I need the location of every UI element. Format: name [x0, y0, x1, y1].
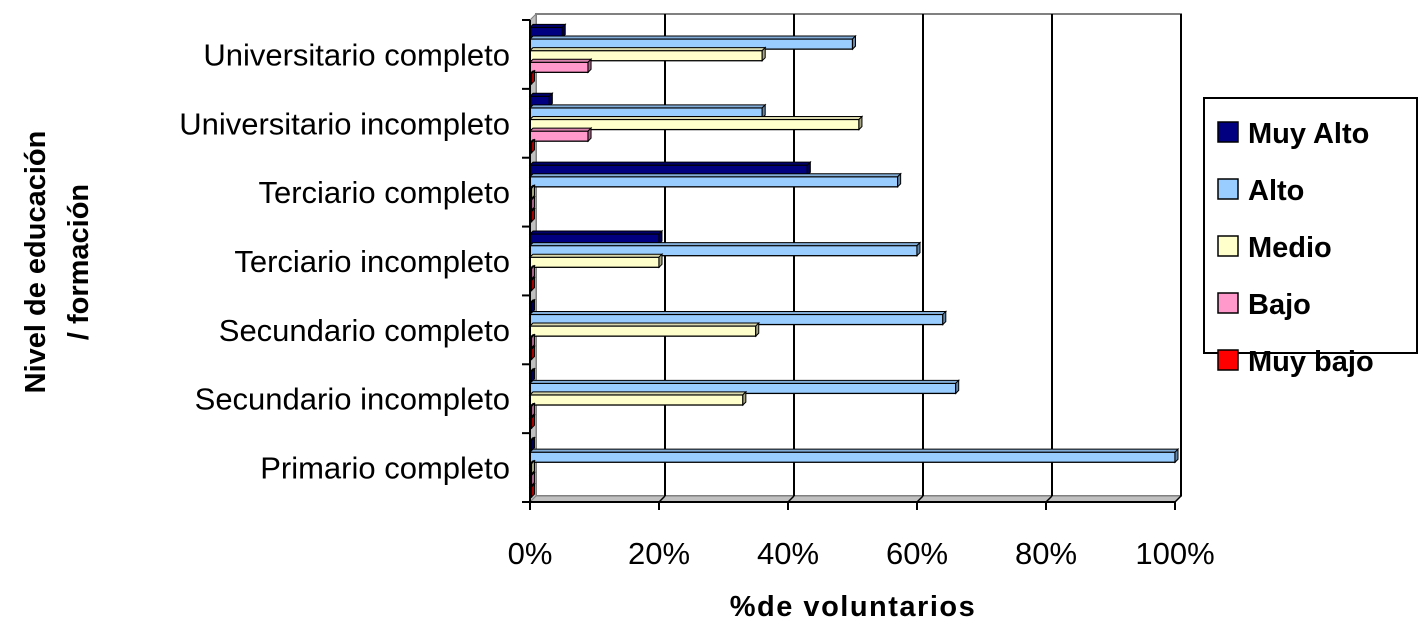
x-axis-title: %de voluntarios [730, 591, 977, 623]
bar-top [528, 242, 922, 247]
bar-side [531, 138, 535, 154]
bar-side [955, 379, 960, 395]
category-label: Primario completo [260, 451, 510, 486]
bar-top [528, 379, 960, 384]
bar-side [897, 172, 902, 189]
legend-swatch [1217, 121, 1239, 143]
bar-side [531, 482, 535, 499]
bar-side [531, 333, 535, 349]
bar-top [528, 58, 593, 63]
bar-top [528, 161, 812, 166]
bar [529, 61, 589, 73]
bar-side [531, 345, 535, 361]
bar-side [742, 390, 747, 407]
bar [529, 130, 589, 142]
x-tick-label: 40% [757, 536, 819, 571]
bar-side [531, 264, 535, 281]
bar-side [531, 459, 535, 476]
y-axis-title: / formación [63, 184, 95, 340]
bar-top [528, 448, 1180, 453]
bar-top [528, 104, 767, 109]
bar-side [548, 92, 553, 108]
bar-top [528, 47, 767, 52]
legend-swatch [1217, 178, 1239, 200]
legend-label: Muy Alto [1248, 118, 1369, 150]
x-tick-label: 100% [1135, 536, 1214, 571]
x-tick-label: 20% [628, 536, 690, 571]
bar-side [531, 276, 535, 292]
bar-side [531, 298, 535, 315]
bar-side [942, 310, 947, 326]
bar-side [561, 23, 566, 39]
bar-side [531, 402, 535, 418]
bar-side [761, 103, 766, 120]
bar-top [528, 310, 948, 315]
bar-top [528, 173, 902, 178]
bar-side [858, 115, 863, 131]
x-tick-label: 0% [508, 536, 553, 571]
category-label: Secundario completo [219, 313, 510, 348]
bar-top [528, 127, 593, 132]
bar-side [1174, 447, 1179, 464]
legend-box [1203, 97, 1418, 354]
bar-side [587, 58, 592, 74]
bar-side [531, 195, 535, 212]
bar-top [528, 35, 857, 40]
bar-top [528, 92, 554, 97]
bar-side [531, 184, 535, 200]
bar-side [531, 207, 535, 223]
legend-label: Bajo [1248, 289, 1311, 321]
bar [529, 451, 1176, 463]
legend-swatch [1217, 349, 1239, 371]
bar-top [528, 23, 567, 28]
bar-top [528, 322, 760, 327]
bar-side [806, 160, 811, 177]
legend-label: Alto [1248, 175, 1304, 207]
bar-side [761, 46, 766, 62]
legend-label: Muy bajo [1248, 346, 1374, 378]
bar-side [531, 69, 535, 86]
bar [529, 325, 757, 337]
bar-top [528, 115, 864, 120]
bar [529, 256, 660, 268]
x-tick-label: 60% [886, 536, 948, 571]
legend-label: Medio [1248, 232, 1332, 264]
bar-top [528, 230, 664, 235]
gridline-floor [1174, 495, 1182, 503]
bar-side [658, 229, 663, 246]
legend-swatch [1217, 292, 1239, 314]
bar [529, 394, 744, 406]
y-axis-title: Nivel de educación [20, 131, 52, 394]
x-tick-label: 80% [1015, 536, 1077, 571]
category-label: Universitario completo [203, 37, 510, 72]
bar-top [528, 253, 664, 258]
bar-side [587, 126, 592, 143]
bar-side [658, 252, 663, 269]
bar [529, 176, 899, 188]
bar-side [531, 471, 535, 487]
category-label: Terciario completo [258, 175, 510, 210]
bar-side [531, 436, 535, 452]
category-label: Terciario incompleto [234, 244, 510, 279]
legend-swatch [1217, 235, 1239, 257]
bar-side [531, 367, 535, 384]
category-label: Universitario incompleto [179, 106, 510, 141]
bar-top [528, 391, 748, 396]
bar-side [755, 321, 760, 338]
bar-side [916, 241, 921, 257]
bar-side [852, 34, 856, 51]
bar-side [531, 413, 535, 430]
category-label: Secundario incompleto [195, 382, 510, 417]
